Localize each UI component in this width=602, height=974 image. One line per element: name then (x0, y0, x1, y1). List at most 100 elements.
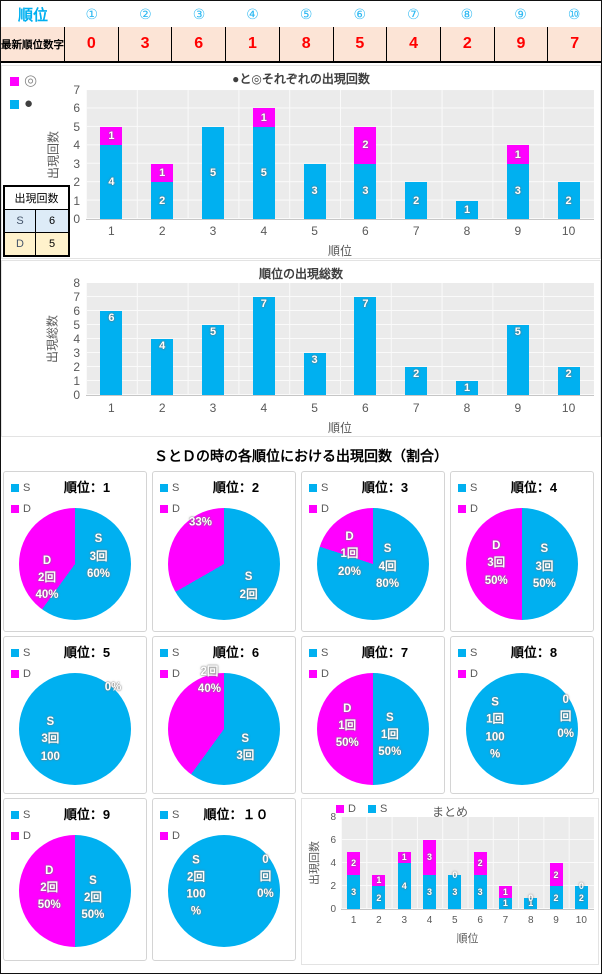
pie-legend-label-d: D (23, 503, 31, 515)
sd-table-value-s[interactable]: 6 (35, 209, 70, 233)
bar-rank-5: 3 (303, 90, 326, 219)
circled-number-cell[interactable]: ⑥ (353, 5, 367, 22)
circled-number-cell[interactable]: ⑤ (299, 5, 313, 22)
pie-legend-label-d: D (23, 830, 31, 842)
s-segment: 3 (506, 163, 529, 219)
pie-chart-rank-8: S 1回 100 % 0回 0% (466, 673, 578, 785)
x-axis-tick: 9 (514, 224, 522, 238)
d-segment: 2 (347, 851, 361, 875)
pie-legend-item-d: D (11, 668, 31, 680)
bar-rank-10: 2 (557, 90, 580, 219)
bar-rank-5: 3 (303, 283, 326, 395)
bar-value-label: 1 (502, 898, 508, 909)
latest-value-cell[interactable]: 4 (387, 27, 441, 61)
circled-number-cell[interactable]: ② (139, 5, 152, 22)
pie-slice-label-s: S 3回 (236, 732, 255, 763)
latest-value-cell[interactable]: 5 (334, 27, 388, 61)
latest-value-cell[interactable]: 8 (280, 27, 334, 61)
s-segment: 1 (456, 381, 478, 395)
y-axis-tick: 2 (73, 175, 80, 190)
latest-rank-label: 最新順位数字 (1, 27, 65, 61)
sd-table-header[interactable]: 出現回数 (3, 185, 70, 210)
pie-panel-rank-7[interactable]: 順位：7 S D D 1回 50% S 1回 50% (301, 636, 445, 794)
summary-title: まとめ (431, 805, 468, 819)
pie-legend-label-s: S (172, 809, 180, 821)
bar-value-label: 3 (362, 185, 369, 198)
pie-panel-rank-6[interactable]: 順位：6 S D 2回 40% S 3回 (152, 636, 296, 794)
bar-rank-3: 5 (202, 283, 224, 395)
pie-legend-label-d: D (172, 503, 180, 515)
sd-table-key-d[interactable]: D (3, 232, 36, 257)
d-segment: 2 (549, 863, 563, 886)
y-axis-tick: 0 (330, 904, 336, 915)
d-segment: 3 (423, 840, 437, 875)
pie-panel-rank-10[interactable]: 順位：１０ S D S 2回 100 % 0回 0% (152, 798, 296, 961)
pie-legend-item-s: S (458, 647, 477, 659)
pie-slice-label-s: S 3回 100 (40, 716, 60, 763)
y-axis-tick: 0 (73, 388, 80, 402)
bar-value-label: 2 (413, 368, 420, 380)
bar-value-label: 3 (477, 886, 483, 897)
d-segment: 1 (100, 126, 123, 146)
pie-title: 順位：１０ (203, 807, 269, 822)
sd-table-value-d[interactable]: 5 (35, 232, 70, 257)
rank-header-label[interactable]: 順位 (17, 6, 48, 24)
s-segment: 2 (557, 182, 580, 219)
s-segment: 2 (574, 886, 588, 909)
pie-panel-rank-9[interactable]: 順位：9 S D D 2回 50% S 2回 50% (3, 798, 147, 961)
sd-table-key-s[interactable]: S (3, 209, 36, 233)
bar-value-label: 5 (260, 166, 267, 179)
bar-rank-2: 4 (151, 283, 174, 395)
pie-panel-rank-4[interactable]: 順位：4 S D D 3回 50% S 3回 50% (450, 471, 594, 632)
pie-title: 順位：2 (212, 480, 260, 495)
bar-value-label: 3 (452, 886, 458, 897)
bar-value-label: 1 (260, 111, 267, 124)
latest-value-cell[interactable]: 2 (441, 27, 495, 61)
pie-panel-rank-3[interactable]: 順位：3 S D D 1回 20% S 4回 80% (301, 471, 445, 632)
latest-value-cell[interactable]: 0 (65, 27, 119, 61)
pie-panel-rank-5[interactable]: 順位：5 S D S 3回 100 0% (3, 636, 147, 794)
bar-value-label: 4 (108, 176, 115, 189)
bar-value-label: 2 (159, 194, 166, 207)
bar-rank-8: 1 (456, 283, 478, 395)
rank-header-row: 順位 ① ② ③ ④ ⑤ ⑥ ⑦ ⑧ ⑨ ⑩ (1, 1, 601, 28)
latest-value-cell[interactable]: 6 (172, 27, 227, 61)
pie-legend-label-d: D (321, 503, 329, 515)
circled-number-cell[interactable]: ③ (192, 5, 206, 22)
latest-value-cell[interactable]: 3 (119, 27, 173, 61)
x-axis-tick: 4 (260, 401, 268, 415)
pie-panel-rank-8[interactable]: 順位：8 S D S 1回 100 % 0回 0% (450, 636, 594, 794)
pie-panel-rank-2[interactable]: 順位：2 S D 33% S 2回 (152, 471, 296, 632)
circled-number-cell[interactable]: ⑦ (407, 5, 420, 22)
circled-number-cell[interactable]: ⑧ (460, 5, 474, 22)
circled-number-cell[interactable]: ⑨ (514, 5, 527, 22)
bar-value-label: 7 (362, 298, 369, 310)
bar-value-label: 7 (260, 298, 267, 310)
circled-number-cell[interactable]: ④ (246, 5, 259, 22)
d-segment: 1 (397, 851, 411, 863)
latest-value-cell[interactable]: 7 (570, 35, 580, 52)
x-axis-tick: 8 (463, 401, 471, 415)
cyan-legend-swatch (11, 484, 19, 492)
pie-legend-label-s: S (23, 809, 31, 821)
section-title: ＳとＤの時の各順位における出現回数（割合） (154, 448, 448, 464)
pie-panel-rank-1[interactable]: 順位：1 S D S 3回 60% D 2回 40% (3, 471, 147, 632)
circled-number-cell[interactable]: ① (85, 5, 99, 22)
s-segment: 1 (498, 897, 512, 909)
y-axis-tick: 8 (330, 812, 336, 823)
bar-value-label: 3 (311, 354, 318, 366)
s-segment: 2 (405, 367, 428, 395)
circled-number-cell[interactable]: ⑩ (567, 5, 581, 22)
latest-value-cell[interactable]: 9 (495, 27, 549, 61)
latest-value-cell[interactable]: 1 (226, 27, 280, 61)
pie-legend-label-d: D (172, 668, 180, 680)
s-segment: 1 (456, 200, 478, 219)
